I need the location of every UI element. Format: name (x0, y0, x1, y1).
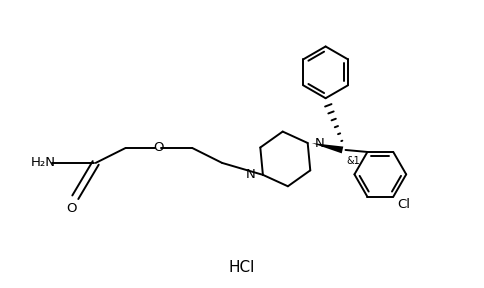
Text: O: O (66, 202, 77, 215)
Text: N: N (245, 168, 255, 181)
Text: N: N (315, 137, 324, 149)
Text: Cl: Cl (397, 198, 410, 211)
Text: &1: &1 (346, 156, 360, 166)
Text: H₂N: H₂N (30, 156, 55, 169)
Text: O: O (153, 141, 163, 154)
Polygon shape (311, 143, 343, 154)
Text: HCl: HCl (228, 260, 255, 275)
